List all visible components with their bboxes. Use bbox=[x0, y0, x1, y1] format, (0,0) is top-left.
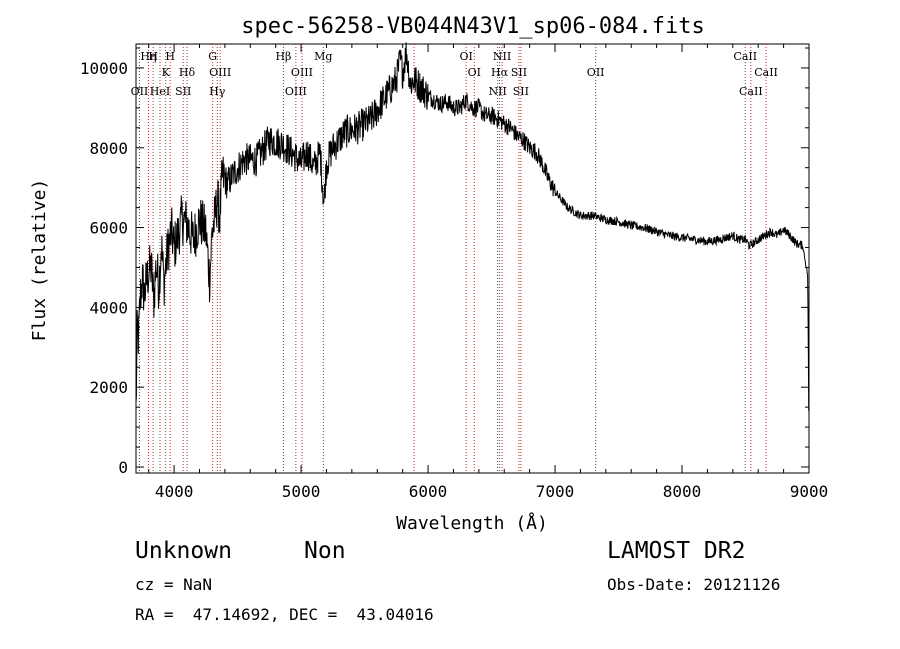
emission-line-markers bbox=[138, 44, 767, 473]
x-tick-label: 9000 bbox=[790, 482, 829, 501]
spectrum-line bbox=[135, 42, 810, 412]
emission-line-label: OII bbox=[587, 66, 605, 79]
emission-line-label: Hβ bbox=[275, 50, 291, 63]
x-axis-ticks: 4000 5000 6000 7000 8000 9000 bbox=[148, 44, 829, 501]
y-tick-label: 4000 bbox=[89, 298, 128, 317]
emission-line-label: Hδ bbox=[179, 66, 196, 79]
emission-line-label: NII bbox=[488, 85, 506, 98]
emission-line-label: Hγ bbox=[209, 85, 226, 98]
x-tick-label: 7000 bbox=[536, 482, 575, 501]
x-tick-label: 5000 bbox=[282, 482, 321, 501]
spectrum-series bbox=[135, 42, 810, 412]
emission-line-label: H bbox=[165, 50, 175, 63]
x-tick-label: 8000 bbox=[663, 482, 702, 501]
redshift-cz: cz = NaN bbox=[135, 575, 213, 594]
x-tick-label: 4000 bbox=[155, 482, 194, 501]
emission-line-label: HeI bbox=[150, 85, 170, 98]
emission-line-label: CaII bbox=[739, 85, 763, 98]
object-subclass: Non bbox=[304, 538, 346, 564]
emission-line-label: Hα bbox=[491, 66, 509, 79]
emission-line-label: Hη bbox=[140, 50, 156, 63]
emission-line-label: SII bbox=[511, 66, 527, 79]
emission-line-label: OII bbox=[131, 85, 149, 98]
observation-date: Obs-Date: 20121126 bbox=[607, 575, 781, 594]
y-tick-label: 8000 bbox=[89, 139, 128, 158]
emission-line-label: CaII bbox=[733, 50, 757, 63]
y-axis-label: Flux (relative) bbox=[29, 179, 50, 342]
emission-line-label: SII bbox=[513, 85, 529, 98]
emission-line-label: SII bbox=[175, 85, 191, 98]
emission-line-label: CaII bbox=[754, 66, 778, 79]
y-tick-label: 0 bbox=[118, 458, 128, 477]
emission-line-label: Mg bbox=[314, 50, 332, 63]
emission-line-label: H bbox=[148, 50, 158, 63]
y-tick-label: 6000 bbox=[89, 219, 128, 238]
emission-line-label: OIII bbox=[285, 85, 307, 98]
emission-line-label: K bbox=[162, 66, 171, 79]
emission-line-label: G bbox=[208, 50, 217, 63]
y-axis-ticks: 0 2000 4000 6000 8000 10000 bbox=[80, 47, 809, 477]
emission-line-label: OIII bbox=[209, 66, 231, 79]
x-axis-label: Wavelength (Å) bbox=[396, 512, 548, 534]
emission-line-label: OI bbox=[459, 50, 472, 63]
x-tick-label: 6000 bbox=[409, 482, 448, 501]
y-tick-label: 2000 bbox=[89, 378, 128, 397]
object-class: Unknown bbox=[135, 538, 232, 564]
emission-line-label: OI bbox=[468, 66, 481, 79]
chart-title: spec-56258-VB044N43V1_sp06-084.fits bbox=[241, 14, 705, 39]
plot-frame bbox=[135, 43, 810, 474]
emission-line-label: OIII bbox=[291, 66, 313, 79]
y-tick-label: 10000 bbox=[80, 59, 128, 78]
emission-line-label: NII bbox=[493, 50, 511, 63]
survey-name: LAMOST DR2 bbox=[607, 538, 746, 564]
coordinates: RA = 47.14692, DEC = 43.04016 bbox=[135, 605, 434, 624]
